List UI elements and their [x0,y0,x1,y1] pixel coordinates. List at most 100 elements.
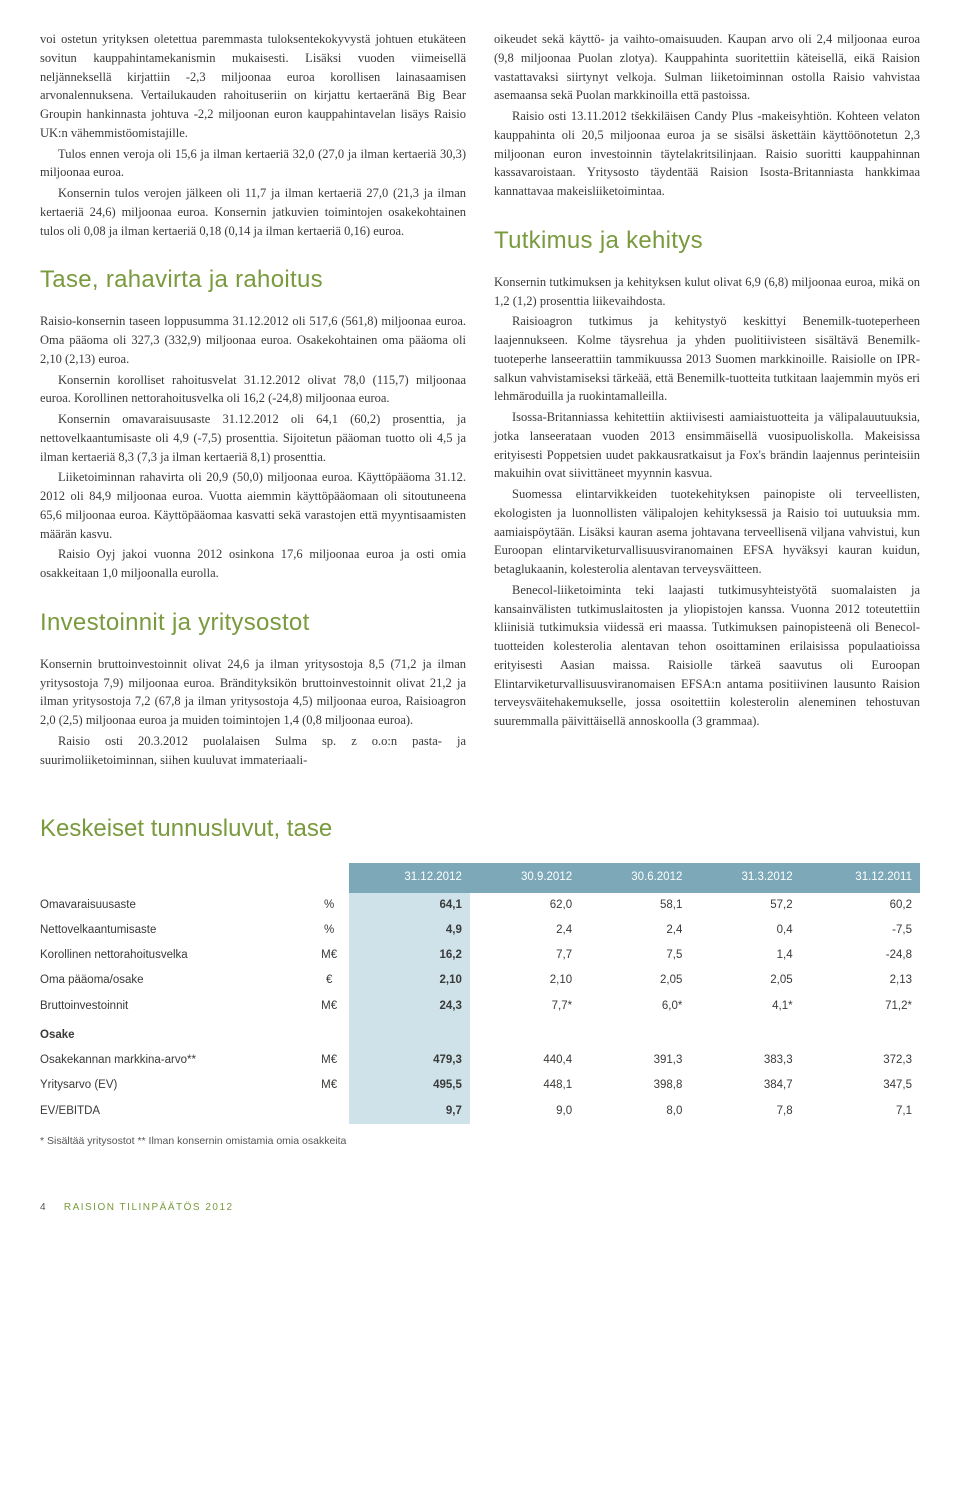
footer-text: RAISION TILINPÄÄTÖS 2012 [64,1202,234,1213]
body-text: Benecol-liiketoiminta teki laajasti tutk… [494,581,920,731]
table-cell: 4,1* [690,994,800,1019]
table-cell: 2,05 [690,968,800,993]
body-text: Raisio-konsernin taseen loppusumma 31.12… [40,312,466,368]
table-cell: 2,10 [470,968,580,993]
left-column: voi ostetun yrityksen oletettua paremmas… [40,30,466,771]
table-cell: 16,2 [349,943,470,968]
table-cell: M€ [309,1048,349,1073]
table-cell: 6,0* [580,994,690,1019]
body-text: voi ostetun yrityksen oletettua paremmas… [40,30,466,143]
table-cell: 58,1 [580,893,690,918]
table-cell: 2,4 [580,918,690,943]
body-text: Suomessa elintarvikkeiden tuotekehitykse… [494,485,920,579]
body-text: Konsernin korolliset rahoitusvelat 31.12… [40,371,466,409]
table-cell: € [309,968,349,993]
table-cell: 383,3 [690,1048,800,1073]
table-row: Nettovelkaantumisaste%4,92,42,40,4-7,5 [40,918,920,943]
table-row: EV/EBITDA 9,79,08,07,87,1 [40,1099,920,1124]
table-cell: % [309,893,349,918]
table-cell: 8,0 [580,1099,690,1124]
table-header: 30.6.2012 [580,863,690,892]
body-text: Konsernin tutkimuksen ja kehityksen kulu… [494,273,920,311]
table-header: 30.9.2012 [470,863,580,892]
table-cell: 448,1 [470,1073,580,1098]
table-row: Omavaraisuusaste%64,162,058,157,260,2 [40,893,920,918]
table-header: 31.3.2012 [690,863,800,892]
table-cell: 2,13 [801,968,920,993]
table-cell: Yritysarvo (EV) [40,1073,309,1098]
body-text: Liiketoiminnan rahavirta oli 20,9 (50,0)… [40,468,466,543]
body-text: Raisioagron tutkimus ja kehitystyö keski… [494,312,920,406]
table-row: Korollinen nettorahoitusvelkaM€16,27,77,… [40,943,920,968]
table-header: 31.12.2012 [349,863,470,892]
table-cell: % [309,918,349,943]
table-cell: 2,10 [349,968,470,993]
page-footer: 4 RAISION TILINPÄÄTÖS 2012 [40,1200,920,1215]
table-cell: 479,3 [349,1048,470,1073]
body-text: Isossa-Britanniassa kehitettiin aktiivis… [494,408,920,483]
table-cell: 9,0 [470,1099,580,1124]
table-cell: 440,4 [470,1048,580,1073]
table-cell: 57,2 [690,893,800,918]
table-cell: 9,7 [349,1099,470,1124]
table-cell: Korollinen nettorahoitusvelka [40,943,309,968]
table-cell: 372,3 [801,1048,920,1073]
table-cell: 391,3 [580,1048,690,1073]
table-cell: 1,4 [690,943,800,968]
table-cell: 71,2* [801,994,920,1019]
body-text: Konsernin omavaraisuusaste 31.12.2012 ol… [40,410,466,466]
right-column: oikeudet sekä käyttö- ja vaihto-omaisuud… [494,30,920,771]
section-heading-tutkimus: Tutkimus ja kehitys [494,223,920,259]
body-text: Konsernin tulos verojen jälkeen oli 11,7… [40,184,466,240]
table-cell [309,1099,349,1124]
two-column-layout: voi ostetun yrityksen oletettua paremmas… [40,30,920,771]
table-section-row: Osake [40,1019,920,1048]
table-cell: 7,5 [580,943,690,968]
section-heading-tase: Tase, rahavirta ja rahoitus [40,262,466,298]
table-cell: 7,1 [801,1099,920,1124]
table-cell: 4,9 [349,918,470,943]
table-cell: 7,8 [690,1099,800,1124]
table-footnote: * Sisältää yritysostot ** Ilman konserni… [40,1134,920,1150]
table-cell: 7,7* [470,994,580,1019]
table-cell: Bruttoinvestoinnit [40,994,309,1019]
table-header [309,863,349,892]
table-header: 31.12.2011 [801,863,920,892]
table-section-label: Osake [40,1019,309,1048]
table-cell: 24,3 [349,994,470,1019]
table-cell: Osakekannan markkina-arvo** [40,1048,309,1073]
table-cell: M€ [309,943,349,968]
table-cell: Omavaraisuusaste [40,893,309,918]
table-cell: -7,5 [801,918,920,943]
table-cell: EV/EBITDA [40,1099,309,1124]
table-cell: 384,7 [690,1073,800,1098]
body-text: Raisio Oyj jakoi vuonna 2012 osinkona 17… [40,545,466,583]
body-text: Tulos ennen veroja oli 15,6 ja ilman ker… [40,145,466,183]
table-cell: Nettovelkaantumisaste [40,918,309,943]
table-cell: 2,4 [470,918,580,943]
table-row: Osakekannan markkina-arvo**M€479,3440,43… [40,1048,920,1073]
table-cell: -24,8 [801,943,920,968]
table-header [40,863,309,892]
table-cell: M€ [309,994,349,1019]
table-cell: 2,05 [580,968,690,993]
table-cell: Oma pääoma/osake [40,968,309,993]
table-row: BruttoinvestoinnitM€24,37,7*6,0*4,1*71,2… [40,994,920,1019]
table-cell: 62,0 [470,893,580,918]
financial-table: 31.12.2012 30.9.2012 30.6.2012 31.3.2012… [40,863,920,1124]
body-text: oikeudet sekä käyttö- ja vaihto-omaisuud… [494,30,920,105]
table-title: Keskeiset tunnusluvut, tase [40,811,920,847]
table-cell: 7,7 [470,943,580,968]
section-heading-investoinnit: Investoinnit ja yritysostot [40,605,466,641]
body-text: Konsernin bruttoinvestoinnit olivat 24,6… [40,655,466,730]
table-cell: 347,5 [801,1073,920,1098]
table-header-row: 31.12.2012 30.9.2012 30.6.2012 31.3.2012… [40,863,920,892]
table-cell: M€ [309,1073,349,1098]
table-cell: 64,1 [349,893,470,918]
page-number: 4 [40,1202,46,1213]
body-text: Raisio osti 13.11.2012 tšekkiläisen Cand… [494,107,920,201]
table-cell: 60,2 [801,893,920,918]
body-text: Raisio osti 20.3.2012 puolalaisen Sulma … [40,732,466,770]
table-cell: 495,5 [349,1073,470,1098]
table-row: Yritysarvo (EV)M€495,5448,1398,8384,7347… [40,1073,920,1098]
